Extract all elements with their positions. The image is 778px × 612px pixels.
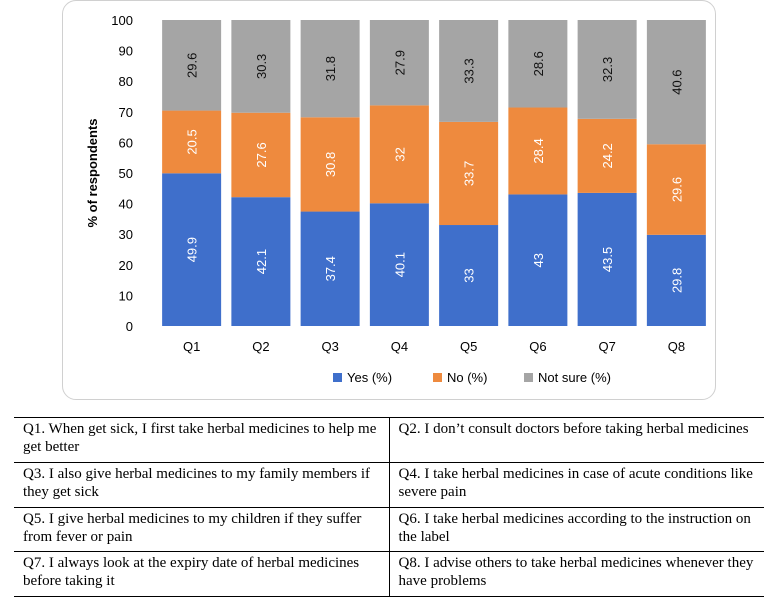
data-label: 42.1	[254, 249, 269, 274]
bar-segment	[508, 20, 568, 108]
question-q7: Q7. I always look at the expiry date of …	[14, 551, 390, 597]
data-label: 29.8	[669, 268, 684, 293]
question-q6: Q6. I take herbal medicines according to…	[388, 506, 764, 553]
question-row: Q7. I always look at the expiry date of …	[14, 551, 764, 597]
y-axis-label: % of respondents	[85, 118, 100, 227]
bar-segment	[508, 194, 568, 326]
data-label: 30.3	[254, 54, 269, 79]
data-label: 27.9	[392, 50, 407, 75]
question-q1: Q1. When get sick, I first take herbal m…	[14, 417, 390, 463]
data-label: 32	[392, 147, 407, 161]
bar-segment	[646, 20, 706, 145]
bar-segment	[369, 203, 429, 326]
bar-segment	[300, 20, 360, 118]
data-label: 37.4	[323, 256, 338, 281]
question-row: Q3. I also give herbal medicines to my f…	[14, 461, 764, 508]
bar-segment	[439, 121, 499, 226]
x-tick-label: Q3	[321, 339, 338, 354]
x-tick-label: Q1	[183, 339, 200, 354]
y-tick-label: 70	[119, 105, 133, 120]
question-row: Q1. When get sick, I first take herbal m…	[14, 417, 764, 463]
data-label: 29.6	[185, 53, 200, 78]
data-label: 30.8	[323, 152, 338, 177]
data-label: 43.5	[600, 247, 615, 272]
x-tick-label: Q8	[668, 339, 685, 354]
y-tick-label: 80	[119, 74, 133, 89]
bar-segment	[508, 107, 568, 195]
y-tick-label: 0	[126, 319, 133, 334]
x-tick-label: Q2	[252, 339, 269, 354]
bar-segment	[439, 20, 499, 122]
x-tick-label: Q7	[598, 339, 615, 354]
data-label: 33	[462, 268, 477, 282]
legend-swatch	[524, 373, 533, 382]
data-label: 28.6	[531, 51, 546, 76]
bar-segment	[577, 20, 637, 119]
y-tick-label: 10	[119, 288, 133, 303]
data-label: 31.8	[323, 56, 338, 81]
legend-swatch	[333, 373, 342, 382]
question-q8: Q8. I advise others to take herbal medic…	[388, 551, 764, 597]
data-label: 33.7	[462, 161, 477, 186]
bar-segment	[231, 20, 291, 113]
question-q5: Q5. I give herbal medicines to my childr…	[14, 506, 390, 553]
bar-segment	[646, 144, 706, 235]
question-key-table: Q1. When get sick, I first take herbal m…	[14, 417, 764, 597]
x-tick-label: Q5	[460, 339, 477, 354]
question-q4: Q4. I take herbal medicines in case of a…	[388, 461, 764, 508]
legend-label: No (%)	[447, 370, 487, 385]
data-label: 32.3	[600, 57, 615, 82]
bar-segment	[646, 234, 706, 326]
bar-segment	[577, 192, 637, 326]
y-tick-label: 60	[119, 135, 133, 150]
data-label: 33.3	[462, 58, 477, 83]
bar-segment	[162, 110, 222, 174]
legend-label: Yes (%)	[347, 370, 392, 385]
chart-frame: 0 10 20 30 40 50 60 70 80 90 100 % of respondents 49…	[62, 0, 716, 400]
bar-segment	[300, 117, 360, 212]
data-label: 20.5	[185, 129, 200, 154]
y-tick-label: 100	[111, 13, 133, 28]
data-label: 40.1	[392, 252, 407, 277]
y-tick-label: 40	[119, 197, 133, 212]
bar-segment	[300, 211, 360, 326]
y-tick-label: 30	[119, 227, 133, 242]
bar-segment	[231, 112, 291, 198]
question-q2: Q2. I don’t consult doctors before takin…	[388, 417, 764, 463]
data-label: 29.6	[669, 177, 684, 202]
bar-segment	[369, 20, 429, 106]
data-label: 49.9	[185, 237, 200, 262]
legend-label: Not sure (%)	[538, 370, 611, 385]
stacked-bar-chart: 0 10 20 30 40 50 60 70 80 90 100 % of respondents 49…	[85, 13, 706, 385]
data-label: 40.6	[669, 69, 684, 94]
bar-segment	[439, 225, 499, 326]
y-tick-label: 20	[119, 258, 133, 273]
question-row: Q5. I give herbal medicines to my childr…	[14, 506, 764, 553]
bar-segment	[162, 20, 222, 111]
y-tick-label: 50	[119, 166, 133, 181]
data-label: 43	[531, 253, 546, 267]
bar-segment	[369, 105, 429, 204]
bar-segment	[577, 118, 637, 193]
data-label: 27.6	[254, 142, 269, 167]
bar-segment	[231, 197, 291, 326]
x-tick-label: Q4	[391, 339, 408, 354]
data-label: 24.2	[600, 143, 615, 168]
x-tick-label: Q6	[529, 339, 546, 354]
data-label: 28.4	[531, 138, 546, 163]
legend-swatch	[433, 373, 442, 382]
question-q3: Q3. I also give herbal medicines to my f…	[14, 461, 390, 508]
bar-segment	[162, 173, 222, 326]
y-tick-label: 90	[119, 44, 133, 59]
